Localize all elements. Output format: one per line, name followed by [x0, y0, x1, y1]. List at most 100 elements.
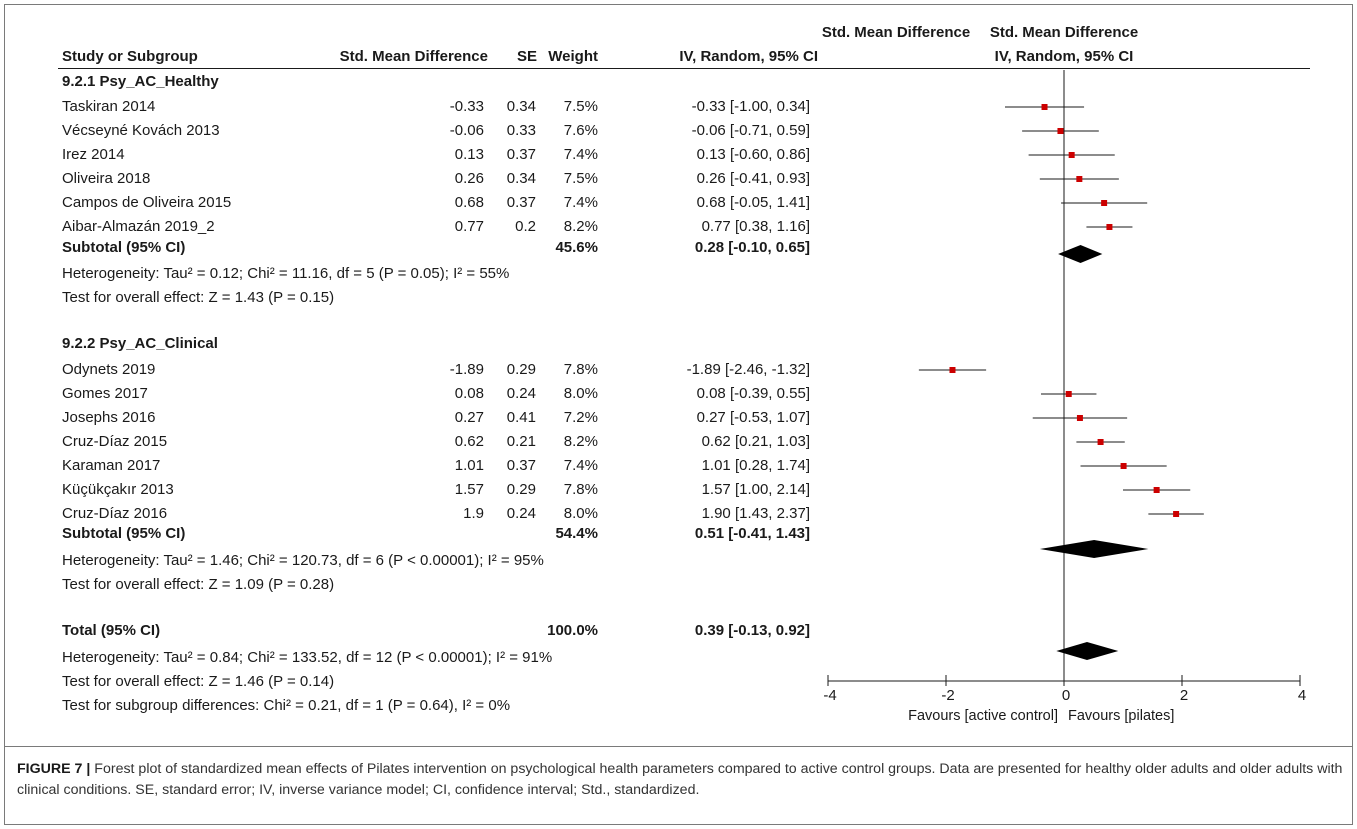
- caption-text: Forest plot of standardized mean effects…: [17, 761, 1343, 798]
- total-ci: 0.39 [-0.13, 0.92]: [694, 622, 810, 639]
- study-se: 0.21: [506, 433, 536, 450]
- study-smd: -0.06: [449, 122, 484, 139]
- subtotal-label: Subtotal (95% CI): [62, 239, 186, 256]
- x-tick-label: -2: [941, 687, 955, 704]
- study-se: 0.37: [506, 194, 536, 211]
- study-weight: 7.8%: [563, 481, 598, 498]
- study-name: Gomes 2017: [62, 385, 148, 402]
- study-weight: 7.4%: [563, 194, 598, 211]
- study-se: 0.37: [506, 457, 536, 474]
- subgroup-differences-text: Test for subgroup differences: Chi² = 0.…: [62, 697, 511, 714]
- study-ci: 0.27 [-0.53, 1.07]: [696, 409, 810, 426]
- estimate-marker: [1076, 176, 1083, 182]
- study-ci: -1.89 [-2.46, -1.32]: [686, 361, 810, 378]
- subtotal-ci: 0.51 [-0.41, 1.43]: [694, 525, 810, 542]
- subgroup-title: 9.2.2 Psy_AC_Clinical: [62, 335, 218, 352]
- favours-right-label: Favours [pilates]: [1068, 708, 1175, 724]
- header-rule: [58, 68, 1310, 69]
- study-weight: 7.4%: [563, 146, 598, 163]
- study-ci: 1.01 [0.28, 1.74]: [701, 457, 810, 474]
- caption-separator: [4, 746, 1353, 747]
- study-ci: 0.62 [0.21, 1.03]: [701, 433, 810, 450]
- total-weight: 100.0%: [547, 622, 598, 639]
- study-name: Cruz-Díaz 2015: [62, 433, 168, 450]
- estimate-marker: [949, 367, 956, 373]
- heterogeneity-text: Heterogeneity: Tau² = 0.84; Chi² = 133.5…: [62, 649, 553, 666]
- study-weight: 7.2%: [563, 409, 598, 426]
- study-name: Karaman 2017: [62, 457, 161, 474]
- total-diamond: [1056, 642, 1119, 660]
- estimate-marker: [1097, 439, 1104, 445]
- study-smd: -0.33: [449, 98, 484, 115]
- study-name: Vécseyné Kovách 2013: [62, 122, 220, 139]
- subtotal-diamond: [1039, 540, 1149, 558]
- estimate-marker: [1153, 487, 1160, 493]
- study-ci: 1.57 [1.00, 2.14]: [701, 481, 810, 498]
- total-label: Total (95% CI): [62, 622, 161, 639]
- estimate-marker: [1065, 391, 1072, 397]
- header-weight: Weight: [548, 48, 598, 65]
- study-smd: 0.68: [454, 194, 484, 211]
- study-smd: 0.08: [454, 385, 484, 402]
- header-ci-top: Std. Mean Difference: [821, 24, 971, 41]
- study-name: Oliveira 2018: [62, 170, 151, 187]
- overall-effect-text: Test for overall effect: Z = 1.46 (P = 0…: [62, 673, 335, 690]
- subtotal-weight: 45.6%: [555, 239, 598, 256]
- heterogeneity-text: Heterogeneity: Tau² = 0.12; Chi² = 11.16…: [62, 265, 510, 282]
- study-smd: 1.01: [454, 457, 484, 474]
- study-smd: 1.9: [463, 505, 484, 522]
- study-weight: 7.5%: [563, 170, 598, 187]
- subtotal-label: Subtotal (95% CI): [62, 525, 186, 542]
- favours-left-label: Favours [active control]: [908, 708, 1058, 724]
- study-name: Odynets 2019: [62, 361, 156, 378]
- header-plot-top: Std. Mean Difference: [989, 24, 1139, 41]
- header-se: SE: [516, 48, 537, 65]
- subtotal-diamond: [1058, 245, 1103, 263]
- study-name: Josephs 2016: [62, 409, 156, 426]
- study-smd: 0.13: [454, 146, 484, 163]
- study-weight: 8.0%: [563, 385, 598, 402]
- study-ci: 0.68 [-0.05, 1.41]: [696, 194, 810, 211]
- estimate-marker: [1076, 415, 1083, 421]
- study-ci: 0.13 [-0.60, 0.86]: [696, 146, 810, 163]
- study-smd: 0.62: [454, 433, 484, 450]
- estimate-marker: [1173, 511, 1180, 517]
- study-name: Taskiran 2014: [62, 98, 156, 115]
- estimate-marker: [1068, 152, 1075, 158]
- study-se: 0.34: [506, 98, 536, 115]
- study-weight: 7.4%: [563, 457, 598, 474]
- overall-effect-text: Test for overall effect: Z = 1.09 (P = 0…: [62, 576, 335, 593]
- header-study: Study or Subgroup: [62, 48, 198, 65]
- subtotal-weight: 54.4%: [555, 525, 598, 542]
- study-weight: 7.8%: [563, 361, 598, 378]
- study-weight: 8.2%: [563, 433, 598, 450]
- study-ci: 0.77 [0.38, 1.16]: [701, 218, 810, 235]
- caption-label: FIGURE 7 |: [17, 761, 91, 777]
- study-name: Küçükçakır 2013: [62, 481, 174, 498]
- study-smd: 0.27: [454, 409, 484, 426]
- study-se: 0.24: [506, 385, 536, 402]
- overall-effect-text: Test for overall effect: Z = 1.43 (P = 0…: [62, 289, 335, 306]
- study-weight: 8.0%: [563, 505, 598, 522]
- header-smd: Std. Mean Difference: [339, 48, 488, 65]
- study-se: 0.2: [515, 218, 536, 235]
- estimate-marker: [1106, 224, 1113, 230]
- study-name: Campos de Oliveira 2015: [62, 194, 232, 211]
- study-se: 0.24: [506, 505, 536, 522]
- header-plot-bottom: IV, Random, 95% CI: [994, 48, 1134, 65]
- x-tick-label: -4: [823, 687, 837, 704]
- study-ci: 1.90 [1.43, 2.37]: [701, 505, 810, 522]
- study-weight: 8.2%: [563, 218, 598, 235]
- study-weight: 7.5%: [563, 98, 598, 115]
- study-name: Aibar-Almazán 2019_2: [62, 218, 215, 235]
- estimate-marker: [1101, 200, 1108, 206]
- estimate-marker: [1057, 128, 1064, 134]
- study-smd: 0.26: [454, 170, 484, 187]
- figure-caption: FIGURE 7 | Forest plot of standardized m…: [17, 759, 1347, 801]
- figure-frame: [4, 4, 1353, 825]
- x-tick-label: 4: [1297, 687, 1307, 704]
- study-se: 0.29: [506, 361, 536, 378]
- study-se: 0.41: [506, 409, 536, 426]
- study-smd: 0.77: [454, 218, 484, 235]
